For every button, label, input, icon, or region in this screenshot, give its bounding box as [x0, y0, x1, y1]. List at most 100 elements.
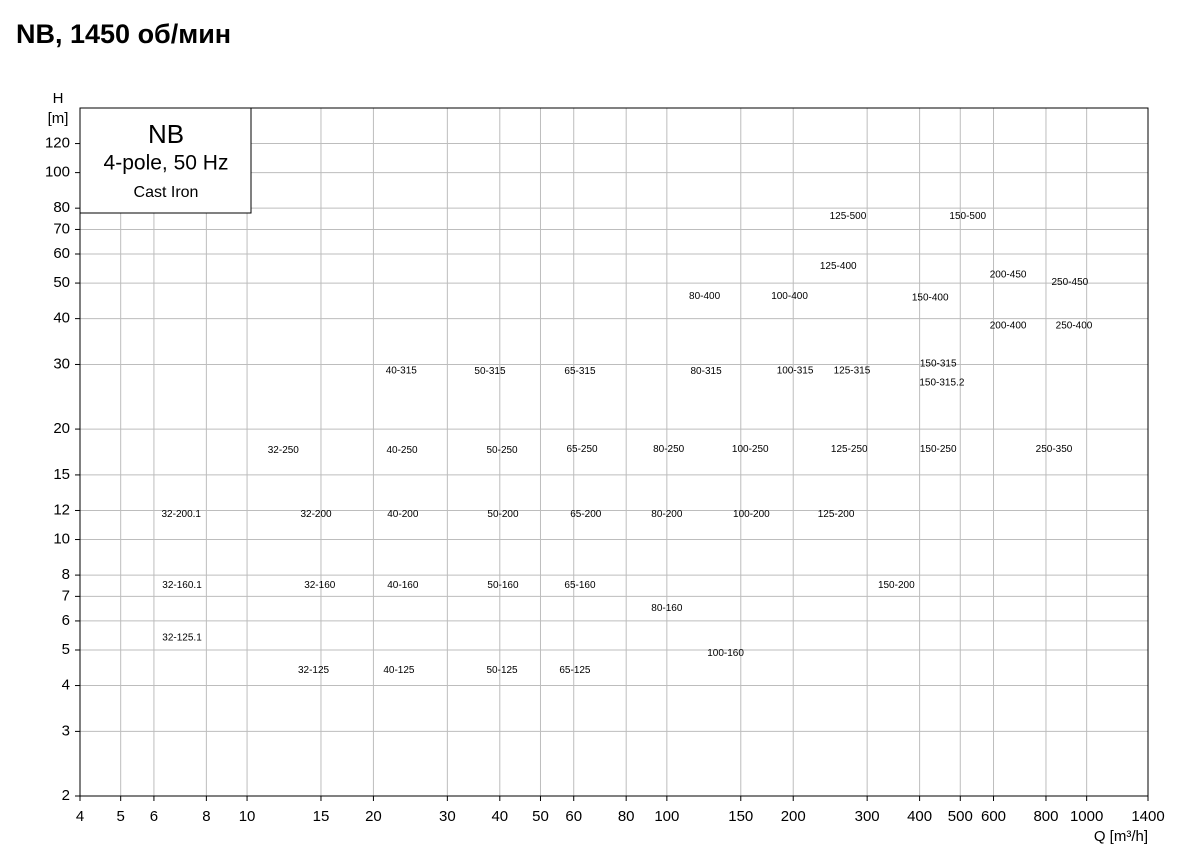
- x-tick-label: 40: [491, 808, 508, 825]
- y-tick-label: 3: [62, 722, 70, 739]
- x-tick-label: 20: [365, 808, 382, 825]
- region-label: 150-500: [949, 211, 986, 222]
- region-label: 32-200.1: [162, 509, 202, 520]
- region-label: 80-200: [651, 509, 683, 520]
- x-tick-label: 4: [76, 808, 84, 825]
- x-tick-label: 60: [565, 808, 582, 825]
- region-label: 40-200: [387, 509, 419, 520]
- y-tick-label: 4: [62, 677, 70, 694]
- region-label: 40-315: [386, 366, 418, 377]
- region-label: 32-250: [268, 445, 300, 456]
- x-tick-label: 15: [313, 808, 330, 825]
- y-tick-label: 10: [53, 531, 70, 548]
- region-label: 125-315: [834, 366, 871, 377]
- region-label: 40-125: [383, 665, 415, 676]
- region-label: 50-315: [474, 366, 506, 377]
- y-axis-label: H: [53, 90, 64, 107]
- region-label: 125-250: [831, 444, 868, 455]
- y-tick-label: 30: [53, 355, 70, 372]
- region-label: 125-200: [818, 509, 855, 520]
- region-label: 250-350: [1036, 444, 1073, 455]
- region-label: 65-200: [570, 509, 602, 520]
- x-tick-label: 1400: [1131, 808, 1164, 825]
- region-label: 150-315.2: [919, 378, 964, 389]
- region-label: 100-160: [707, 648, 744, 659]
- y-tick-label: 6: [62, 612, 70, 629]
- y-tick-label: 50: [53, 274, 70, 291]
- region-label: 32-160.1: [162, 580, 202, 591]
- region-label: 80-160: [651, 603, 683, 614]
- region-label: 100-400: [771, 291, 808, 302]
- region-label: 50-250: [486, 445, 518, 456]
- y-tick-label: 15: [53, 466, 70, 483]
- legend-line: Cast Iron: [134, 184, 199, 201]
- y-tick-label: 70: [53, 220, 70, 237]
- chart-title: NB, 1450 об/мин: [16, 19, 231, 49]
- region-label: 50-200: [487, 509, 519, 520]
- x-tick-label: 50: [532, 808, 549, 825]
- region-label: 150-400: [912, 293, 949, 304]
- region-label: 65-315: [564, 366, 596, 377]
- region-label: 80-250: [653, 444, 685, 455]
- region-label: 250-400: [1056, 321, 1093, 332]
- x-tick-label: 400: [907, 808, 932, 825]
- x-tick-label: 800: [1033, 808, 1058, 825]
- y-tick-label: 20: [53, 420, 70, 437]
- x-tick-label: 8: [202, 808, 210, 825]
- x-tick-label: 5: [117, 808, 125, 825]
- region-label: 32-125.1: [162, 632, 202, 643]
- region-label: 40-250: [386, 445, 418, 456]
- region-label: 50-160: [487, 580, 519, 591]
- x-tick-label: 200: [781, 808, 806, 825]
- regions: 125-500 150-500 125-400 80-400 100-400 200-45…: [162, 211, 1093, 676]
- x-tick-label: 1000: [1070, 808, 1103, 825]
- y-tick-label: 5: [62, 641, 70, 658]
- region-label: 32-200: [300, 509, 332, 520]
- region-label: 80-315: [691, 366, 723, 377]
- x-tick-label: 6: [150, 808, 158, 825]
- region-label: 125-500: [830, 211, 867, 222]
- y-tick-label: 60: [53, 245, 70, 262]
- region-label: 65-250: [566, 444, 598, 455]
- legend-line: 4-pole, 50 Hz: [104, 152, 229, 175]
- region-label: 125-400: [820, 261, 857, 272]
- region-label: 200-450: [990, 270, 1027, 281]
- region-label: 32-125: [298, 665, 330, 676]
- x-tick-label: 100: [654, 808, 679, 825]
- x-tick-label: 80: [618, 808, 635, 825]
- y-axis-unit: [m]: [48, 110, 69, 127]
- y-tick-label: 8: [62, 566, 70, 583]
- region-label: 250-450: [1052, 277, 1089, 288]
- region-label: 200-400: [990, 321, 1027, 332]
- y-tick-label: 7: [62, 587, 70, 604]
- x-tick-label: 150: [728, 808, 753, 825]
- region-label: 40-160: [387, 580, 419, 591]
- region-label: 150-200: [878, 580, 915, 591]
- region-label: 65-160: [564, 580, 596, 591]
- region-label: 50-125: [486, 665, 518, 676]
- x-tick-label: 600: [981, 808, 1006, 825]
- region-label: 100-250: [732, 444, 769, 455]
- legend-box: NB 4-pole, 50 Hz Cast Iron: [79, 107, 252, 214]
- region-label: 80-400: [689, 291, 721, 302]
- x-tick-label: 10: [239, 808, 256, 825]
- y-tick-label: 120: [45, 135, 70, 152]
- legend-frame: [79, 107, 252, 214]
- plot-frame: [79, 107, 1149, 797]
- x-tick-label: 300: [855, 808, 880, 825]
- x-axis-label: Q [m³/h]: [1094, 828, 1148, 845]
- region-label: 100-200: [733, 509, 770, 520]
- region-label: 65-125: [559, 665, 591, 676]
- legend-title: NB: [148, 119, 184, 149]
- x-tick-label: 500: [948, 808, 973, 825]
- y-tick-label: 12: [53, 501, 70, 518]
- region-label: 32-160: [304, 580, 336, 591]
- x-tick-label: 30: [439, 808, 456, 825]
- y-tick-label: 2: [62, 787, 70, 804]
- y-tick-label: 40: [53, 310, 70, 327]
- region-label: 100-315: [777, 366, 814, 377]
- region-label: 150-315: [920, 359, 957, 370]
- region-label: 150-250: [920, 444, 957, 455]
- y-tick-label: 80: [53, 199, 70, 216]
